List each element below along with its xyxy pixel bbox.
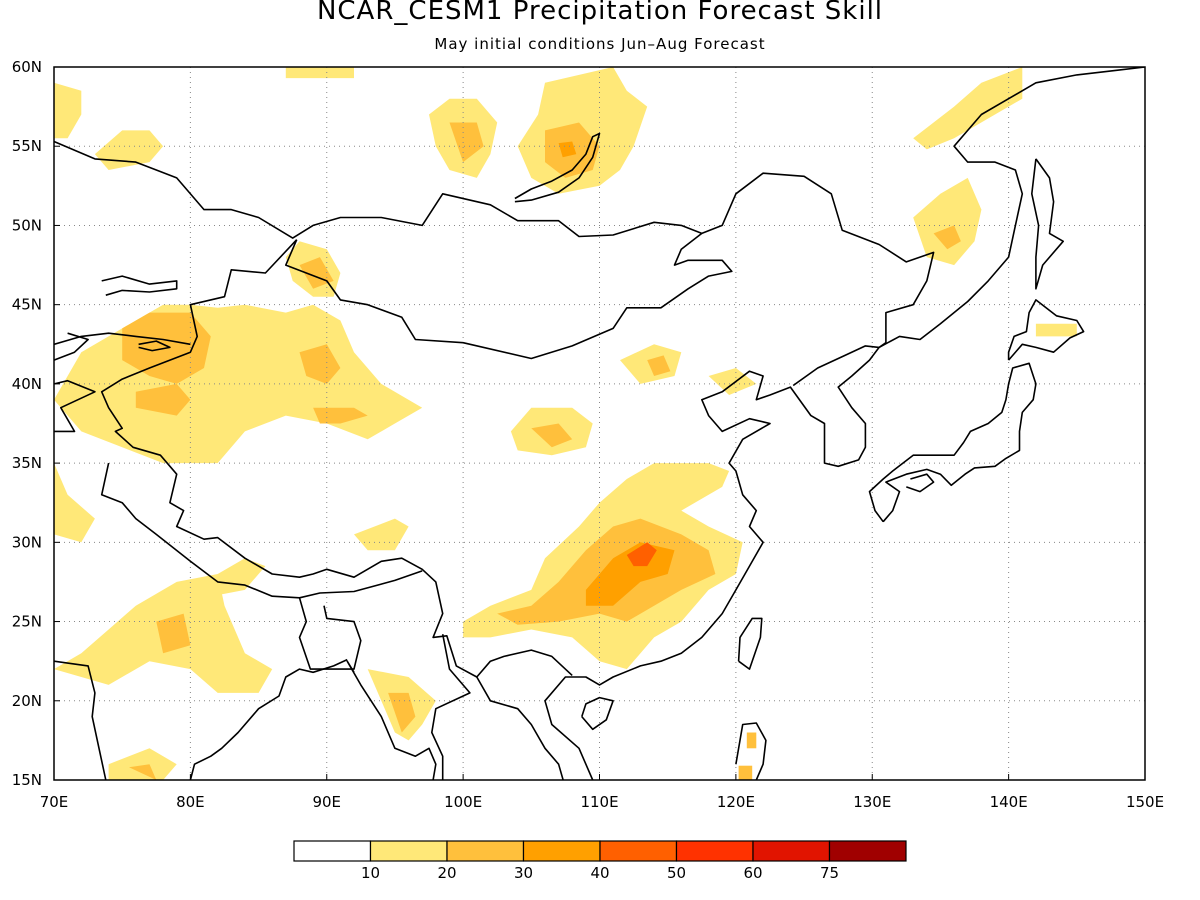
lat-tick-label: 25N bbox=[12, 613, 42, 631]
lake-baikal bbox=[514, 132, 601, 203]
coastline-hainan bbox=[581, 696, 614, 731]
skill-region-india-core bbox=[156, 613, 191, 654]
skill-region-khovsgol-core bbox=[449, 122, 484, 163]
legend-label: 50 bbox=[667, 864, 686, 882]
skill-region-pakistan bbox=[54, 463, 95, 543]
coastline-hokkaido bbox=[1007, 299, 1085, 361]
lat-tick-label: 40N bbox=[12, 375, 42, 393]
skill-region-krasnoyarsk bbox=[285, 67, 354, 79]
coastline-layer bbox=[54, 67, 1145, 780]
skill-region-yangtze-core bbox=[585, 542, 675, 606]
lat-lon-grid bbox=[54, 67, 1145, 780]
border-bangladesh bbox=[298, 597, 362, 670]
skill-region-qinghai bbox=[299, 344, 341, 384]
coastline-india-east bbox=[189, 658, 348, 780]
skill-region-heilongjiang-core bbox=[933, 225, 961, 250]
skill-region-hokkaido bbox=[1035, 323, 1077, 337]
legend-label: 10 bbox=[361, 864, 380, 882]
skill-region-india-south bbox=[108, 748, 177, 780]
skill-region-heilongjiang bbox=[913, 177, 982, 266]
lat-tick-label: 30N bbox=[12, 533, 42, 551]
skill-region-okhotsk bbox=[913, 67, 1023, 150]
axis-labels: 70E 80E 90E 100E 110E 120E 130E 140E 150E 15N 20N 2… bbox=[12, 58, 1164, 811]
lon-tick-label: 70E bbox=[40, 793, 69, 811]
lon-tick-label: 100E bbox=[444, 793, 482, 811]
legend-swatch bbox=[369, 840, 448, 862]
lat-tick-label: 45N bbox=[12, 296, 42, 314]
lon-tick-label: 140E bbox=[990, 793, 1028, 811]
legend-label: 30 bbox=[514, 864, 533, 882]
lake-balkhash bbox=[101, 275, 178, 296]
legend-swatch bbox=[293, 840, 372, 862]
lon-tick-label: 90E bbox=[312, 793, 341, 811]
legend-swatch bbox=[675, 840, 754, 862]
skill-region-inner-mongolia-core bbox=[647, 355, 671, 376]
lon-tick-label: 120E bbox=[717, 793, 755, 811]
skill-region-india-south-core bbox=[129, 764, 157, 780]
legend-swatch bbox=[828, 840, 907, 862]
coastline-sakhalin bbox=[1031, 158, 1064, 290]
skill-region-taiwan bbox=[746, 732, 757, 749]
border-russia-south bbox=[54, 140, 935, 349]
legend-swatch bbox=[446, 840, 525, 862]
skill-region-west-siberia bbox=[54, 82, 82, 139]
skill-region-gansu bbox=[313, 407, 368, 424]
border-central-asia bbox=[54, 379, 96, 433]
color-legend: 10 20 30 40 50 60 75 bbox=[293, 840, 907, 882]
skill-region-myanmar-core bbox=[388, 692, 416, 733]
skill-region-baikal-peak bbox=[558, 141, 577, 158]
lon-tick-label: 80E bbox=[176, 793, 205, 811]
border-laos-vietnam bbox=[476, 676, 564, 780]
skill-region-ordos-core bbox=[531, 423, 573, 448]
legend-swatch bbox=[522, 840, 601, 862]
border-korea-china bbox=[792, 345, 880, 387]
lat-tick-label: 60N bbox=[12, 58, 42, 76]
legend-label: 75 bbox=[820, 864, 839, 882]
lat-tick-label: 35N bbox=[12, 454, 42, 472]
legend-swatch bbox=[599, 840, 678, 862]
lat-tick-label: 15N bbox=[12, 771, 42, 789]
coastline-japan-honshu bbox=[868, 362, 1037, 523]
skill-region-dongting-peak bbox=[626, 542, 657, 567]
lon-tick-label: 110E bbox=[580, 793, 618, 811]
skill-region-luzon bbox=[738, 765, 753, 780]
legend-swatch bbox=[752, 840, 831, 862]
coastline-indochina bbox=[449, 67, 1145, 780]
skill-shading-layer bbox=[54, 67, 1077, 780]
coastline-india bbox=[54, 660, 107, 780]
border-china-west bbox=[100, 239, 573, 678]
lat-tick-label: 55N bbox=[12, 137, 42, 155]
border-kazakhstan bbox=[54, 332, 191, 346]
border-himalaya-south bbox=[100, 462, 423, 599]
lake-issyk-kul bbox=[138, 340, 171, 352]
map-title: NCAR_CESM1 Precipitation Forecast Skill bbox=[316, 0, 884, 26]
legend-label: 40 bbox=[590, 864, 609, 882]
border-myanmar-thailand bbox=[430, 634, 471, 780]
lon-tick-label: 150E bbox=[1126, 793, 1164, 811]
map-subtitle: May initial conditions Jun–Aug Forecast bbox=[434, 35, 766, 53]
legend-label: 60 bbox=[743, 864, 762, 882]
coastline-taiwan bbox=[737, 617, 763, 670]
lat-tick-label: 50N bbox=[12, 216, 42, 234]
skill-region-tomsk bbox=[94, 130, 164, 170]
coastline-luzon bbox=[735, 722, 767, 780]
lat-tick-label: 20N bbox=[12, 692, 42, 710]
skill-region-tarim bbox=[135, 383, 191, 416]
lon-tick-label: 130E bbox=[853, 793, 891, 811]
skill-region-sichuan bbox=[354, 518, 409, 551]
coastline-caspian-aral bbox=[54, 332, 89, 361]
coastline-kyushu-shikoku bbox=[906, 473, 935, 493]
legend-label: 20 bbox=[437, 864, 456, 882]
border-mongolia-china bbox=[284, 232, 733, 360]
